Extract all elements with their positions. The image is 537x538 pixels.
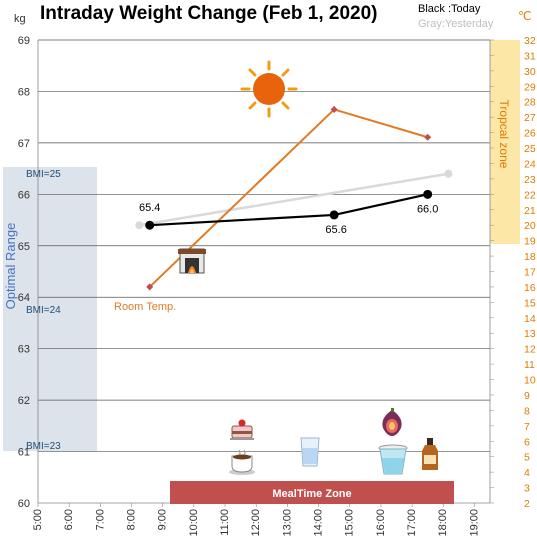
- y2-tick-label: 8: [524, 405, 530, 417]
- y2-tick-label: 28: [524, 97, 536, 109]
- y2-tick-label: 18: [524, 251, 536, 263]
- data-label-today: 65.6: [325, 224, 346, 236]
- y2-tick-label: 4: [524, 467, 530, 479]
- data-label-today: 65.4: [139, 202, 160, 214]
- y2-tick-label: 5: [524, 452, 530, 464]
- y2-tick-label: 9: [524, 390, 530, 402]
- fig-icon: [382, 408, 402, 436]
- y2-tick-label: 22: [524, 189, 536, 201]
- bmi-label-24: BMI=24: [26, 305, 61, 316]
- data-point-today: [145, 220, 155, 230]
- y-tick-label: 66: [18, 189, 30, 201]
- coffee-icon: [229, 449, 255, 475]
- y2-tick-label: 24: [524, 158, 536, 170]
- y2-tick-label: 26: [524, 128, 536, 140]
- y2-tick-label: 31: [524, 50, 536, 62]
- x-tick-label: 10:00: [188, 509, 200, 537]
- y-tick-label: 64: [18, 292, 30, 304]
- x-tick-label: 18:00: [437, 509, 449, 537]
- data-point-room-temp: [146, 283, 154, 291]
- y2-tick-label: 30: [524, 66, 536, 78]
- x-tick-label: 19:00: [468, 509, 480, 537]
- y2-tick-label: 10: [524, 375, 536, 387]
- x-tick-label: 14:00: [312, 509, 324, 537]
- liquor-bottle-icon: [422, 438, 438, 470]
- y-tick-label: 60: [18, 498, 30, 510]
- y2-tick-label: 12: [524, 344, 536, 356]
- x-tick-label: 5:00: [32, 509, 44, 530]
- y2-tick-label: 27: [524, 112, 536, 124]
- x-tick-label: 12:00: [250, 509, 262, 537]
- y-tick-label: 65: [18, 241, 30, 253]
- tropical-zone-band: [490, 40, 520, 244]
- series-line-yesterday: [139, 172, 449, 227]
- y2-tick-label: 14: [524, 313, 536, 325]
- x-tick-label: 9:00: [157, 509, 169, 530]
- x-tick-label: 6:00: [63, 509, 75, 530]
- y2-tick-label: 29: [524, 81, 536, 93]
- tropical-zone-label: Tropcal zone: [497, 100, 511, 169]
- y-tick-label: 68: [18, 86, 30, 98]
- meal-time-zone-band: [170, 481, 454, 504]
- data-point-today: [329, 210, 339, 220]
- legend-today: Black :Today: [418, 3, 481, 15]
- optimal-range-label: Optimal Range: [3, 223, 18, 310]
- bmi-label-23: BMI=23: [26, 441, 61, 452]
- legend-yesterday: Gray:Yesterday: [418, 18, 494, 30]
- x-tick-label: 15:00: [344, 509, 356, 537]
- y2-tick-label: 19: [524, 236, 536, 248]
- y2-tick-label: 15: [524, 297, 536, 309]
- smoothie-icon: [378, 444, 408, 475]
- data-point-room-temp: [424, 133, 432, 141]
- data-point-room-temp: [330, 105, 338, 113]
- data-label-today: 66.0: [417, 203, 438, 215]
- series-line-today: [149, 193, 428, 227]
- fireplace-icon: [178, 248, 206, 274]
- y2-axis-label: ℃: [518, 9, 531, 23]
- x-tick-label: 13:00: [281, 509, 293, 537]
- y-axis-label: kg: [14, 13, 26, 25]
- data-point-today: [423, 189, 433, 199]
- x-tick-label: 7:00: [94, 509, 106, 530]
- y-tick-label: 67: [18, 138, 30, 150]
- y2-tick-label: 17: [524, 267, 536, 279]
- x-tick-label: 17:00: [406, 509, 418, 537]
- y-tick-label: 61: [18, 447, 30, 459]
- y-tick-label: 69: [18, 35, 30, 47]
- x-tick-label: 8:00: [125, 509, 137, 530]
- y2-tick-label: 25: [524, 143, 536, 155]
- y2-tick-label: 32: [524, 35, 536, 47]
- y2-tick-label: 2: [524, 498, 530, 510]
- y2-tick-label: 23: [524, 174, 536, 186]
- sun-icon: [240, 60, 298, 118]
- y2-tick-label: 13: [524, 328, 536, 340]
- y-tick-label: 62: [18, 395, 30, 407]
- data-point-yesterday: [444, 169, 453, 178]
- data-point-yesterday: [135, 221, 144, 230]
- y2-tick-label: 20: [524, 220, 536, 232]
- y2-tick-label: 7: [524, 421, 530, 433]
- bmi-label-25: BMI=25: [26, 169, 61, 180]
- cake-icon: [230, 419, 254, 440]
- optimal-range-band: [3, 167, 97, 451]
- y-tick-label: 63: [18, 344, 30, 356]
- y2-tick-label: 11: [524, 359, 535, 371]
- y2-tick-label: 21: [524, 205, 536, 217]
- y2-tick-label: 3: [524, 483, 530, 495]
- y2-tick-label: 16: [524, 282, 536, 294]
- water-glass-icon: [300, 437, 320, 467]
- x-tick-label: 16:00: [375, 509, 387, 537]
- room-temp-label: Room Temp.: [114, 301, 176, 313]
- x-tick-label: 11:00: [219, 509, 231, 536]
- y2-tick-label: 6: [524, 436, 530, 448]
- meal-time-zone-label: MealTime Zone: [272, 488, 351, 500]
- chart-title: Intraday Weight Change (Feb 1, 2020): [40, 3, 378, 24]
